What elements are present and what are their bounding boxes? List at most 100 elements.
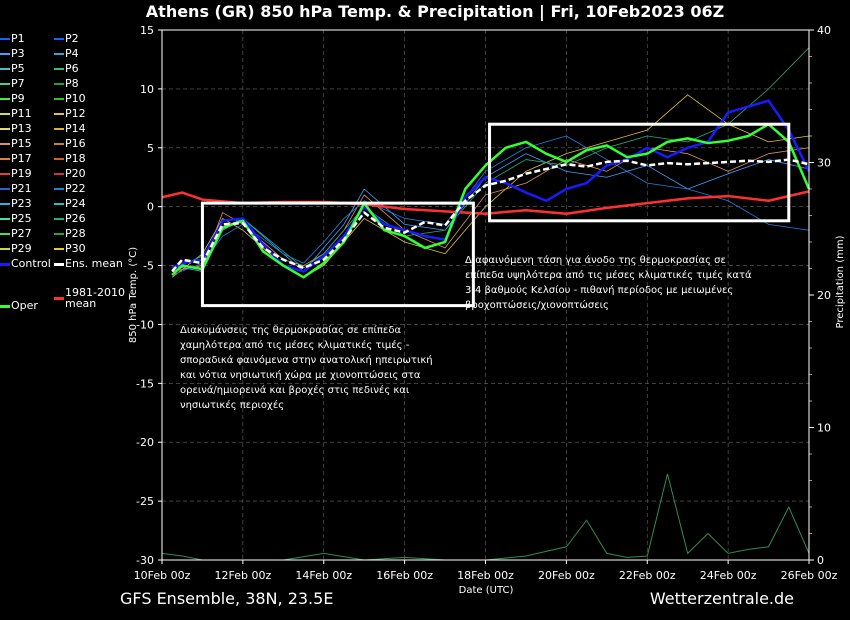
legend-label: P9 (11, 92, 25, 105)
legend-label: P26 (65, 212, 86, 225)
legend-label: P20 (65, 167, 86, 180)
y-tick-label: -15 (136, 377, 154, 390)
x-tick-label: 16Feb 00z (376, 569, 433, 582)
legend-label: P13 (11, 122, 32, 135)
y-tick-label: -5 (143, 260, 154, 273)
legend-label: P2 (65, 32, 79, 45)
x-tick-label: 18Feb 00z (457, 569, 514, 582)
legend-label: P21 (11, 182, 32, 195)
legend-item: P30 (54, 242, 86, 256)
legend-label: P1 (11, 32, 25, 45)
legend-item: P5 (0, 62, 25, 76)
legend-label: P12 (65, 107, 86, 120)
legend-label: P28 (65, 227, 86, 240)
legend-item: P27 (0, 227, 32, 241)
legend-label: Oper (11, 299, 38, 312)
legend-item: P11 (0, 107, 32, 121)
annotation-box (200, 201, 475, 308)
legend-swatch (54, 233, 64, 235)
legend-label: P11 (11, 107, 32, 120)
series-oper (171, 122, 811, 279)
series-layer (161, 47, 811, 561)
legend-swatch (54, 98, 64, 100)
legend-swatch (0, 173, 10, 175)
legend-swatch (0, 113, 10, 115)
legend-item: P9 (0, 92, 25, 106)
legend-swatch (0, 158, 10, 160)
legend-swatch (54, 218, 64, 220)
y-tick-label: -10 (136, 318, 154, 331)
y-axis-label: 850 hPa Temp. (°C) (128, 247, 139, 343)
legend-item: P3 (0, 47, 25, 61)
legend-swatch (54, 188, 64, 190)
legend-item: P24 (54, 197, 86, 211)
legend-item: P17 (0, 152, 32, 166)
legend-item: P10 (54, 92, 86, 106)
legend-swatch (0, 98, 10, 100)
legend-label: P7 (11, 77, 25, 90)
legend-item: P15 (0, 137, 32, 151)
legend-label: P17 (11, 152, 32, 165)
legend-item: P21 (0, 182, 32, 196)
legend-item: 1981-2010 mean (54, 287, 125, 309)
legend-swatch (54, 248, 64, 250)
legend-label: P10 (65, 92, 86, 105)
chart-title: Athens (GR) 850 hPa Temp. & Precipitatio… (146, 2, 724, 22)
y2-tick-label: 20 (817, 289, 831, 302)
legend-label: P25 (11, 212, 32, 225)
legend-swatch (54, 128, 64, 130)
legend-item: P29 (0, 242, 32, 256)
legend-swatch (54, 143, 64, 145)
legend-item: P14 (54, 122, 86, 136)
legend-label: 1981-2010 mean (65, 286, 125, 310)
y2-tick-label: 0 (817, 554, 824, 567)
legend-item: P2 (54, 32, 79, 46)
legend-swatch (54, 38, 64, 40)
legend-item: Control (0, 257, 51, 271)
annotation-right: Διαφαινόμενη τάση για άνοδο της θερμοκρα… (465, 255, 752, 311)
legend-swatch (54, 113, 64, 115)
legend-swatch (54, 262, 64, 266)
x-tick-label: 22Feb 00z (619, 569, 676, 582)
legend-label: P22 (65, 182, 86, 195)
legend-swatch (0, 68, 10, 70)
x-tick-label: 10Feb 00z (134, 569, 191, 582)
legend-item: P22 (54, 182, 86, 196)
legend-label: P3 (11, 47, 25, 60)
legend-swatch (54, 203, 64, 205)
legend-swatch (54, 296, 64, 300)
x-axis-label: Date (UTC) (459, 585, 514, 596)
y-tick-label: 5 (147, 142, 154, 155)
legend-swatch (54, 53, 64, 55)
legend-item: P19 (0, 167, 32, 181)
legend-item: P8 (54, 77, 79, 91)
annotation-left: Διακυμάνσεις της θερμοκρασίας σε επίπεδα… (180, 325, 433, 411)
footer-site: Wetterzentrale.de (649, 589, 794, 608)
x-tick-label: 12Feb 00z (215, 569, 272, 582)
legend-swatch (54, 173, 64, 175)
legend-item: P6 (54, 62, 79, 76)
y-tick-label: -30 (136, 554, 154, 567)
legend-item: P1 (0, 32, 25, 46)
legend-swatch (0, 128, 10, 130)
legend-label: P19 (11, 167, 32, 180)
legend-item: P18 (54, 152, 86, 166)
y2-tick-label: 30 (817, 157, 831, 170)
legend-label: P30 (65, 242, 86, 255)
legend-item: P25 (0, 212, 32, 226)
x-tick-label: 24Feb 00z (700, 569, 757, 582)
legend-label: P24 (65, 197, 86, 210)
axes-layer: 15 10 5 0 -5 -10 -15 -20 -25 -30 10Feb 00z 12Feb 00… (134, 24, 838, 582)
legend-label: P16 (65, 137, 86, 150)
legend-item: P4 (54, 47, 79, 61)
legend-swatch (0, 83, 10, 85)
x-tick-label: 20Feb 00z (538, 569, 595, 582)
legend-label: Ens. mean (65, 257, 123, 270)
legend-item: P23 (0, 197, 32, 211)
legend-swatch (0, 143, 10, 145)
legend-swatch (0, 262, 10, 266)
y2-tick-label: 40 (817, 24, 831, 37)
legend-label: P8 (65, 77, 79, 90)
series-ens-mean (171, 158, 810, 273)
